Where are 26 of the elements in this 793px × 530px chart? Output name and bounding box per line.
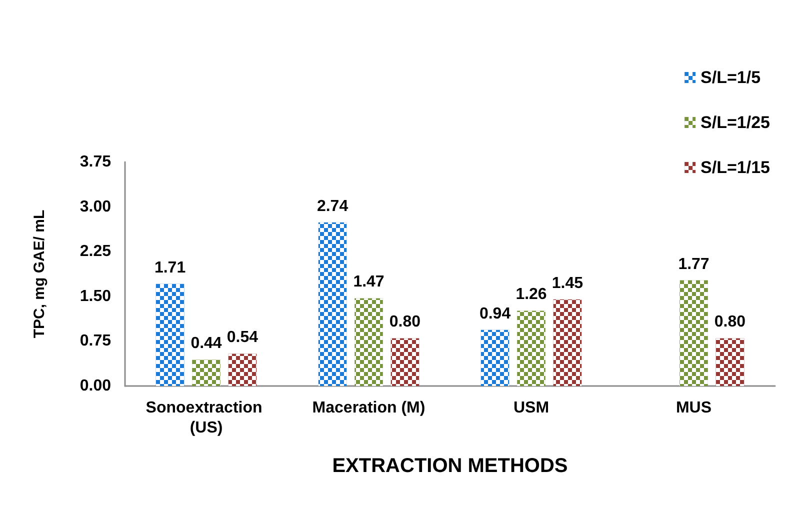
data-label: 1.26 <box>516 286 547 304</box>
data-label: 0.80 <box>714 314 746 331</box>
data-label: 1.71 <box>154 259 186 276</box>
data-label: 1.77 <box>678 256 710 273</box>
x-tick-label: Maceration (M) <box>312 400 426 416</box>
data-label: 1.45 <box>552 274 584 292</box>
data-label: 0.94 <box>479 305 511 322</box>
y-tick-label: 0.00 <box>80 378 112 394</box>
x-tick-label: Sonoextraction (US) <box>146 400 267 436</box>
x-tick-label: MUS <box>676 400 712 416</box>
data-label: 1.47 <box>353 274 384 291</box>
y-tick-label: 3.75 <box>80 154 112 170</box>
data-label: 0.54 <box>226 329 258 346</box>
data-label: 2.74 <box>316 198 348 215</box>
legend-label: S/L=1/25 <box>700 113 770 132</box>
y-tick-label: 0.75 <box>80 332 112 350</box>
y-tick-label: 2.25 <box>80 243 112 260</box>
legend-label: S/L=1/15 <box>700 158 770 177</box>
data-label: 0.80 <box>389 314 421 331</box>
y-axis-title: TPC, mg GAE/ mL <box>31 210 48 338</box>
x-tick-label: USM <box>513 400 550 416</box>
x-axis-title: EXTRACTION METHODS <box>332 455 568 477</box>
legend-label: S/L=1/5 <box>700 68 761 87</box>
data-label: 0.44 <box>190 335 222 352</box>
y-tick-label: 3.00 <box>80 198 112 216</box>
y-tick-label: 1.50 <box>80 288 112 305</box>
